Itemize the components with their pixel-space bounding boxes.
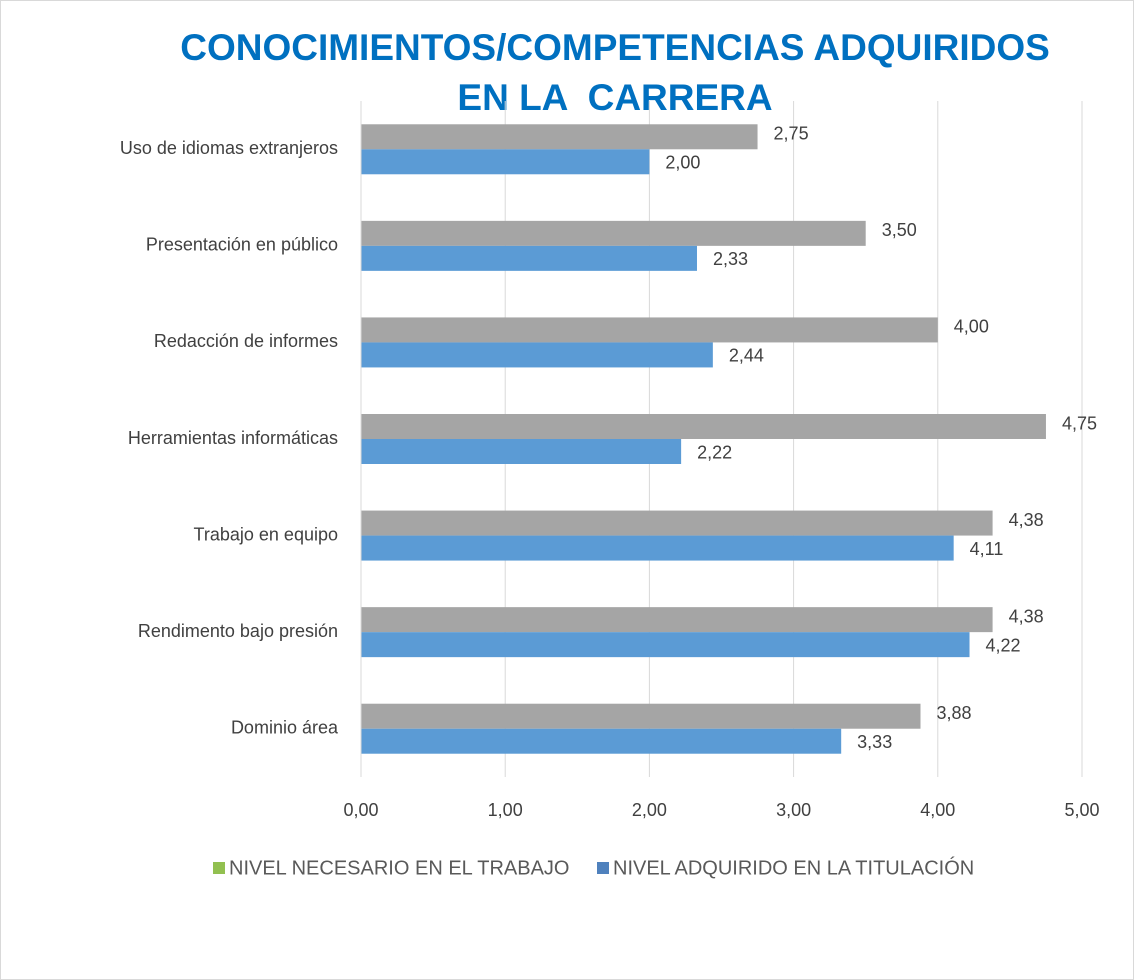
data-label: 4,22 <box>986 635 1021 655</box>
data-label: 4,00 <box>954 317 989 337</box>
legend-swatch <box>597 862 609 874</box>
bar <box>361 535 954 561</box>
x-tick-label: 5,00 <box>1064 800 1099 820</box>
bar <box>361 728 842 754</box>
data-label: 4,38 <box>1009 510 1044 530</box>
legend-swatch <box>213 862 225 874</box>
data-label: 4,11 <box>970 539 1004 559</box>
x-tick-label: 0,00 <box>343 800 378 820</box>
data-label: 2,00 <box>665 153 700 173</box>
y-tick-label: Rendimento bajo presión <box>138 621 338 641</box>
y-tick-label: Trabajo en equipo <box>194 524 338 544</box>
data-label: 3,88 <box>936 703 971 723</box>
bar <box>361 317 938 343</box>
y-tick-label: Herramientas informáticas <box>128 428 338 448</box>
bar <box>361 510 993 536</box>
bar <box>361 439 682 464</box>
y-tick-label: Dominio área <box>231 717 339 737</box>
data-label: 4,75 <box>1062 413 1097 433</box>
x-tick-label: 4,00 <box>920 800 955 820</box>
data-label: 2,22 <box>697 442 732 462</box>
bar <box>361 414 1046 439</box>
y-tick-label: Presentación en público <box>146 235 338 255</box>
chart-title: CONOCIMIENTOS/COMPETENCIAS ADQUIRIDOS <box>180 27 1050 68</box>
x-tick-label: 3,00 <box>776 800 811 820</box>
data-label: 2,44 <box>729 346 764 366</box>
y-tick-label: Uso de idiomas extranjeros <box>120 138 338 158</box>
x-tick-label: 2,00 <box>632 800 667 820</box>
chart-title: EN LA CARRERA <box>457 77 772 118</box>
data-label: 3,33 <box>857 732 892 752</box>
bar <box>361 245 697 271</box>
legend-label: NIVEL NECESARIO EN EL TRABAJO <box>229 857 569 879</box>
data-label: 3,50 <box>882 220 917 240</box>
bar <box>361 703 921 729</box>
data-label: 2,75 <box>774 124 809 144</box>
data-label: 4,38 <box>1009 606 1044 626</box>
data-label: 2,33 <box>713 249 748 269</box>
y-tick-label: Redacción de informes <box>154 331 338 351</box>
bar <box>361 220 866 246</box>
bar <box>361 342 713 368</box>
bar <box>361 149 650 175</box>
x-tick-label: 1,00 <box>488 800 523 820</box>
bar <box>361 607 993 633</box>
bar <box>361 632 970 658</box>
legend-label: NIVEL ADQUIRIDO EN LA TITULACIÓN <box>613 856 974 879</box>
bar <box>361 124 758 150</box>
